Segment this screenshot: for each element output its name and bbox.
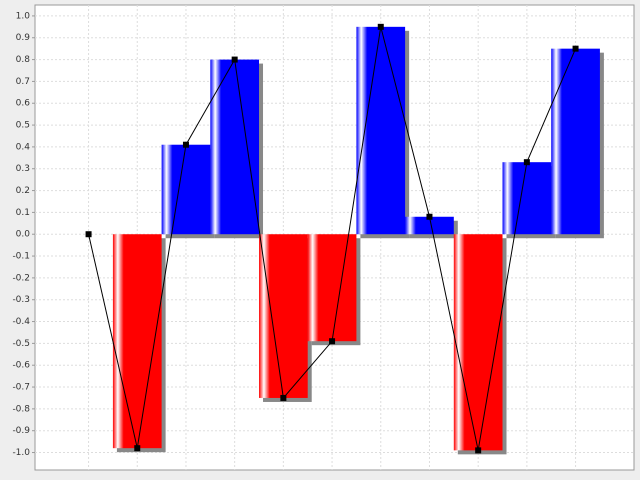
bar <box>502 162 552 235</box>
y-tick-label: 0.1 <box>16 208 30 218</box>
y-tick-label: -0.5 <box>12 339 30 349</box>
y-tick-label: -0.8 <box>12 404 30 414</box>
marker <box>572 45 579 52</box>
y-tick-label: 0.0 <box>16 230 31 240</box>
marker <box>280 394 287 401</box>
marker <box>134 445 141 452</box>
y-tick-label: -0.4 <box>12 317 30 327</box>
bar <box>210 59 260 235</box>
y-tick-label: -0.6 <box>12 361 30 371</box>
marker <box>523 159 530 166</box>
marker <box>377 23 384 30</box>
bar <box>356 26 406 235</box>
y-tick-label: -0.2 <box>12 273 30 283</box>
y-tick-label: -1.0 <box>12 448 30 458</box>
bar <box>453 234 503 451</box>
y-tick-label: 0.5 <box>16 121 30 131</box>
bar <box>259 234 308 398</box>
marker <box>426 213 433 220</box>
y-tick-label: 0.6 <box>16 99 31 109</box>
bar <box>161 144 211 235</box>
marker <box>85 231 92 238</box>
bar <box>551 48 600 235</box>
y-tick-label: 0.8 <box>16 55 31 65</box>
y-tick-label: 0.2 <box>16 186 30 196</box>
marker <box>231 56 238 63</box>
y-tick-label: -0.7 <box>12 383 30 393</box>
marker <box>182 141 189 148</box>
bar <box>405 216 454 235</box>
y-tick-label: -0.3 <box>12 295 30 305</box>
y-tick-label: 1.0 <box>16 11 31 21</box>
bar <box>307 234 357 342</box>
marker <box>329 338 336 345</box>
y-tick-label: -0.9 <box>12 426 30 436</box>
marker <box>475 447 482 454</box>
y-tick-label: 0.9 <box>16 33 31 43</box>
y-tick-label: 0.3 <box>16 164 30 174</box>
y-tick-label: 0.4 <box>16 142 31 152</box>
y-tick-label: 0.7 <box>16 77 30 87</box>
y-tick-label: -0.1 <box>12 252 30 262</box>
bar <box>112 234 162 449</box>
